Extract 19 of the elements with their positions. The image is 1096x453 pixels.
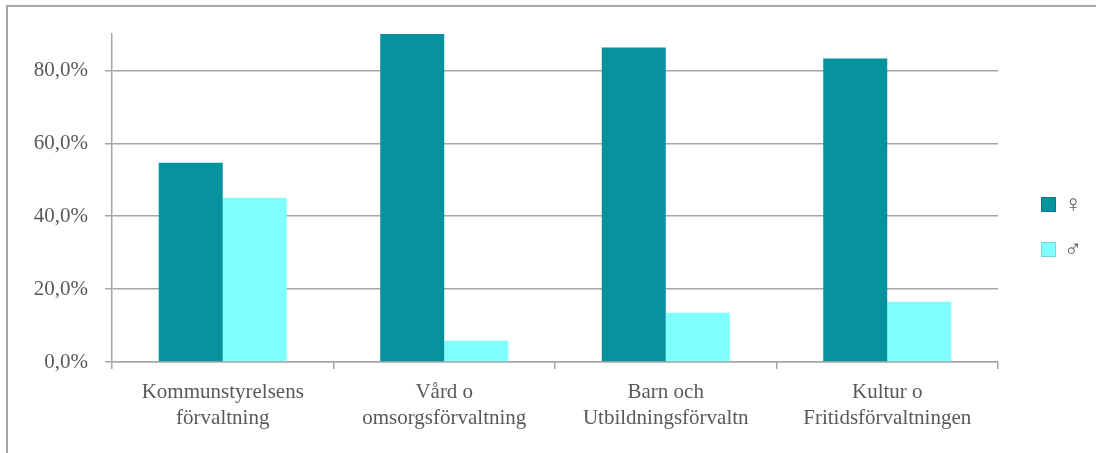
y-tick-label: 60,0%	[33, 129, 88, 154]
bar	[380, 34, 445, 362]
bar	[665, 312, 730, 362]
bar	[601, 47, 666, 362]
x-tick-label: Kommunstyrelsens förvaltning	[141, 378, 304, 429]
x-tick-label: Vård o omsorgsförvaltning	[362, 378, 527, 429]
y-tick-label: 0,0%	[44, 348, 88, 373]
x-tick-label: Kultur o Fritidsförvaltningen	[803, 378, 972, 429]
bar	[887, 301, 952, 362]
y-tick-label: 80,0%	[33, 56, 88, 81]
bar	[222, 197, 287, 362]
bar	[158, 162, 223, 362]
y-tick-label: 20,0%	[33, 275, 88, 300]
bar	[444, 340, 509, 362]
legend-label: ♀	[1064, 190, 1082, 218]
y-tick-label: 40,0%	[33, 202, 88, 227]
legend-label: ♂	[1064, 235, 1082, 263]
x-tick-label: Barn och Utbildningsförvaltn	[582, 378, 750, 429]
bar	[823, 58, 888, 362]
